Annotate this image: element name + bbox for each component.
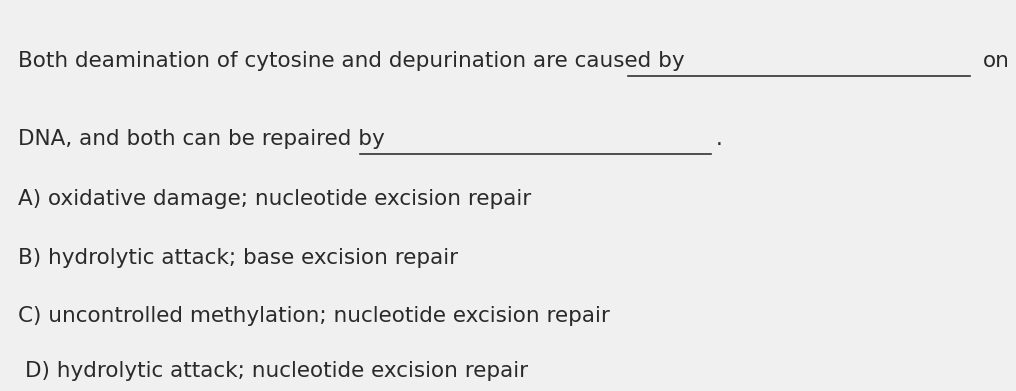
Text: Both deamination of cytosine and depurination are caused by: Both deamination of cytosine and depurin… [18,51,685,71]
Text: D) hydrolytic attack; nucleotide excision repair: D) hydrolytic attack; nucleotide excisio… [25,361,528,381]
Text: A) oxidative damage; nucleotide excision repair: A) oxidative damage; nucleotide excision… [18,189,531,209]
Text: on: on [982,51,1009,71]
Text: .: . [715,129,722,149]
Text: DNA, and both can be repaired by: DNA, and both can be repaired by [18,129,385,149]
Text: C) uncontrolled methylation; nucleotide excision repair: C) uncontrolled methylation; nucleotide … [18,307,611,326]
Text: B) hydrolytic attack; base excision repair: B) hydrolytic attack; base excision repa… [18,248,458,268]
